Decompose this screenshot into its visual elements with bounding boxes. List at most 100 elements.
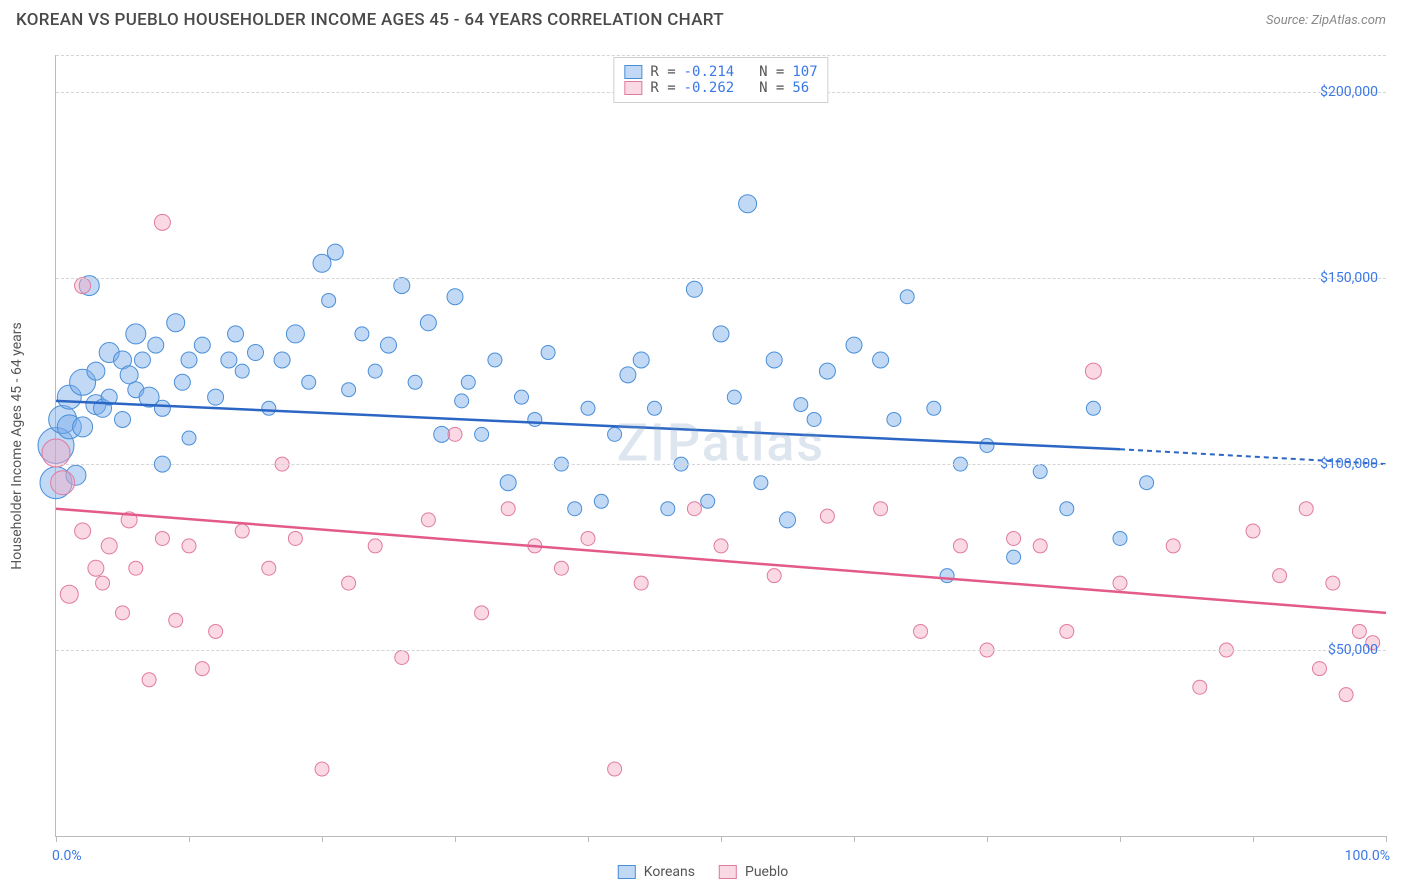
data-point <box>807 412 821 426</box>
data-point <box>648 401 662 415</box>
data-point <box>687 502 701 516</box>
data-point <box>167 314 185 332</box>
xtick <box>189 836 190 842</box>
data-point <box>754 476 768 490</box>
swatch-pueblo <box>719 865 737 879</box>
data-point <box>914 624 928 638</box>
data-point <box>887 412 901 426</box>
data-point <box>608 427 622 441</box>
xtick <box>56 836 57 842</box>
data-point <box>182 539 196 553</box>
legend-series: Koreans Pueblo <box>618 864 788 880</box>
data-point <box>515 390 529 404</box>
data-point <box>1033 539 1047 553</box>
data-point <box>608 762 622 776</box>
data-point <box>274 352 290 368</box>
ytick-label: $150,000 <box>1320 270 1378 286</box>
data-point <box>739 195 757 213</box>
data-point <box>327 244 343 260</box>
data-point <box>927 401 941 415</box>
data-point <box>116 606 130 620</box>
data-point <box>714 539 728 553</box>
data-point <box>953 539 967 553</box>
data-point <box>142 673 156 687</box>
data-point <box>395 650 409 664</box>
data-point <box>355 327 369 341</box>
plot-area: ZIPatlas R = -0.214 N = 107 R = -0.262 N… <box>55 55 1386 837</box>
data-point <box>1007 531 1021 545</box>
xtick-label-left: 0.0% <box>52 848 82 864</box>
data-point <box>174 374 190 390</box>
data-point <box>394 278 410 294</box>
data-point <box>88 560 104 576</box>
data-point <box>581 531 595 545</box>
data-point <box>1246 524 1260 538</box>
data-point <box>154 400 170 416</box>
swatch-pueblo <box>624 81 642 95</box>
chart-header: KOREAN VS PUEBLO HOUSEHOLDER INCOME AGES… <box>0 0 1406 36</box>
data-point <box>228 326 244 342</box>
data-point <box>195 662 209 676</box>
data-point <box>155 531 169 545</box>
gridline <box>56 464 1386 465</box>
data-point <box>1007 550 1021 564</box>
xtick <box>854 836 855 842</box>
data-point <box>262 561 276 575</box>
data-point <box>820 509 834 523</box>
data-point <box>51 471 75 495</box>
data-point <box>208 389 224 405</box>
data-point <box>381 337 397 353</box>
data-point <box>1326 576 1340 590</box>
data-point <box>661 502 675 516</box>
data-point <box>541 346 555 360</box>
data-point <box>1033 465 1047 479</box>
data-point <box>727 390 741 404</box>
data-point <box>447 289 463 305</box>
data-point <box>126 324 146 344</box>
data-point <box>501 502 515 516</box>
data-point <box>96 576 110 590</box>
trend-line <box>56 509 1386 613</box>
data-point <box>1352 624 1366 638</box>
data-point <box>461 375 475 389</box>
xtick <box>1120 836 1121 842</box>
data-point <box>235 524 249 538</box>
data-point <box>873 352 889 368</box>
data-point <box>73 417 93 437</box>
data-point <box>455 394 469 408</box>
data-point <box>169 613 183 627</box>
data-point <box>313 254 331 272</box>
data-point <box>302 375 316 389</box>
data-point <box>129 561 143 575</box>
legend-row-pueblo: R = -0.262 N = 56 <box>624 80 817 96</box>
data-point <box>500 475 516 491</box>
swatch-koreans <box>618 865 636 879</box>
data-point <box>475 427 489 441</box>
data-point <box>194 337 210 353</box>
data-point <box>713 326 729 342</box>
data-point <box>581 401 595 415</box>
data-point <box>633 352 649 368</box>
data-point <box>342 576 356 590</box>
data-point <box>1193 680 1207 694</box>
data-point <box>634 576 648 590</box>
data-point <box>1060 502 1074 516</box>
data-point <box>1299 502 1313 516</box>
data-point <box>1313 662 1327 676</box>
data-point <box>262 401 276 415</box>
ytick-label: $50,000 <box>1328 642 1378 658</box>
y-axis-label: Householder Income Ages 45 - 64 years <box>9 322 25 569</box>
chart-container: Householder Income Ages 45 - 64 years ZI… <box>55 55 1386 837</box>
data-point <box>148 337 164 353</box>
data-point <box>794 398 808 412</box>
data-point <box>594 494 608 508</box>
data-point <box>701 494 715 508</box>
data-point <box>181 352 197 368</box>
data-point <box>475 606 489 620</box>
data-point <box>1140 476 1154 490</box>
data-point <box>87 362 105 380</box>
data-point <box>1166 539 1180 553</box>
data-point <box>488 353 502 367</box>
xtick <box>1386 836 1387 842</box>
data-point <box>120 366 138 384</box>
